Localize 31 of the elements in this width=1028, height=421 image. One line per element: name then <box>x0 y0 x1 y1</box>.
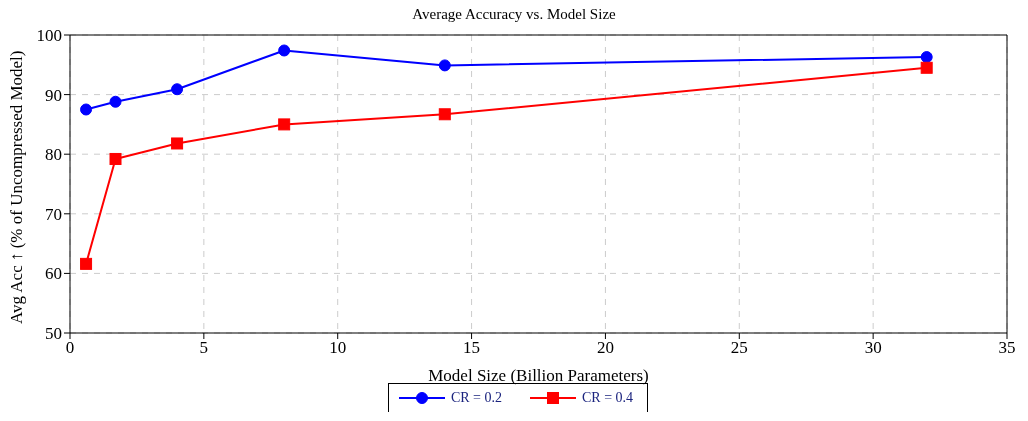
point <box>438 108 451 121</box>
point <box>920 51 933 64</box>
point <box>278 118 291 131</box>
point <box>278 44 291 57</box>
x-tick-label: 10 <box>329 338 347 358</box>
x-tick-label: 15 <box>463 338 481 358</box>
y-tick-label: 100 <box>36 26 62 46</box>
point <box>171 137 184 150</box>
point <box>80 103 93 116</box>
point <box>171 83 184 96</box>
y-tick-label: 50 <box>45 324 62 344</box>
x-tick-label: 25 <box>730 338 748 358</box>
y-tick-label: 90 <box>45 85 62 105</box>
y-tick-label: 60 <box>45 264 62 284</box>
chart-title: Average Accuracy vs. Model Size <box>411 6 617 24</box>
point <box>109 95 122 108</box>
point <box>438 59 451 72</box>
legend-label: CR = 0.2 <box>450 390 502 406</box>
y-tick-label: 70 <box>45 204 62 224</box>
x-tick-label: 35 <box>998 338 1016 358</box>
legend-label: CR = 0.4 <box>582 390 634 406</box>
point <box>109 152 122 165</box>
x-axis-title: Model Size (Billion Parameters) <box>428 366 649 385</box>
point <box>80 257 93 270</box>
y-tick-label: 80 <box>45 145 62 165</box>
y-axis-title: Avg Acc ↑ (% of Uncompressed Model) <box>7 50 27 324</box>
x-tick-label: 0 <box>65 338 75 358</box>
x-tick-label: 5 <box>199 338 209 358</box>
x-tick-label: 20 <box>596 338 614 358</box>
point <box>920 61 933 74</box>
x-tick-label: 30 <box>864 338 882 358</box>
